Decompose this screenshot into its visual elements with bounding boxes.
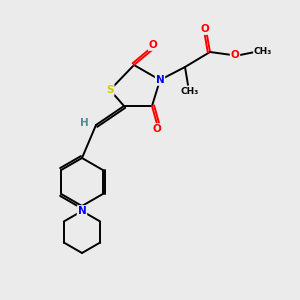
- Text: CH₃: CH₃: [254, 47, 272, 56]
- Text: N: N: [156, 75, 164, 85]
- Text: N: N: [78, 206, 86, 216]
- Text: O: O: [153, 124, 161, 134]
- Text: S: S: [106, 85, 114, 95]
- Text: O: O: [148, 40, 158, 50]
- Text: O: O: [231, 50, 239, 60]
- Text: O: O: [201, 24, 209, 34]
- Text: CH₃: CH₃: [181, 86, 199, 95]
- Text: H: H: [80, 118, 88, 128]
